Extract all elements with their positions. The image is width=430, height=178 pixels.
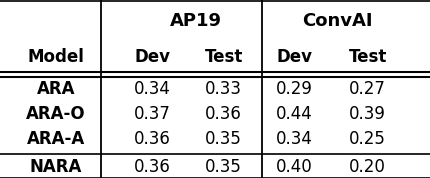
Text: ARA: ARA xyxy=(37,80,75,98)
Text: 0.36: 0.36 xyxy=(205,105,242,123)
Text: Dev: Dev xyxy=(135,48,171,66)
Text: 0.36: 0.36 xyxy=(134,130,171,148)
Text: 0.35: 0.35 xyxy=(205,158,242,176)
Text: 0.39: 0.39 xyxy=(349,105,386,123)
Text: ARA-O: ARA-O xyxy=(26,105,86,123)
Text: 0.29: 0.29 xyxy=(276,80,313,98)
Text: Test: Test xyxy=(204,48,243,66)
Text: 0.27: 0.27 xyxy=(349,80,386,98)
Text: ConvAI: ConvAI xyxy=(302,12,373,30)
Text: Test: Test xyxy=(348,48,387,66)
Text: NARA: NARA xyxy=(30,158,82,176)
Text: ARA-A: ARA-A xyxy=(27,130,85,148)
Text: 0.35: 0.35 xyxy=(205,130,242,148)
Text: Model: Model xyxy=(28,48,84,66)
Text: 0.37: 0.37 xyxy=(134,105,171,123)
Text: AP19: AP19 xyxy=(170,12,221,30)
Text: 0.25: 0.25 xyxy=(349,130,386,148)
Text: 0.34: 0.34 xyxy=(134,80,171,98)
Text: 0.40: 0.40 xyxy=(276,158,313,176)
Text: 0.34: 0.34 xyxy=(276,130,313,148)
Text: 0.36: 0.36 xyxy=(134,158,171,176)
Text: 0.44: 0.44 xyxy=(276,105,313,123)
Text: Dev: Dev xyxy=(276,48,313,66)
Text: 0.33: 0.33 xyxy=(205,80,242,98)
Text: 0.20: 0.20 xyxy=(349,158,386,176)
